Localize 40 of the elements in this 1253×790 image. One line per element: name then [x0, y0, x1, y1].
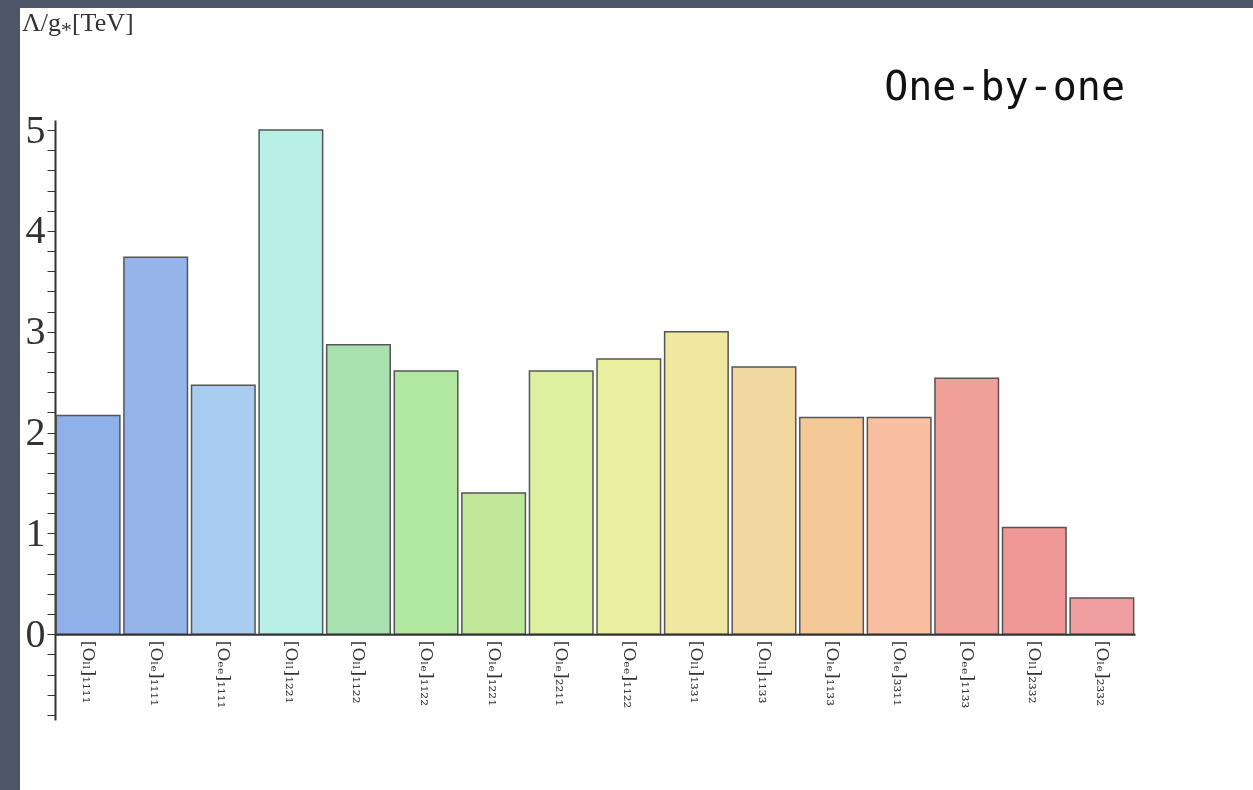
y-tick-label: 3	[25, 308, 46, 354]
x-tick-label: [Oₗₑ]₁₁₃₃	[822, 640, 843, 706]
x-tick-label: [Oₗₑ]₂₂₁₁	[552, 640, 573, 706]
x-tick-label: [Oₗₑ]₁₂₂₁	[484, 640, 505, 706]
bar	[596, 358, 662, 636]
bar	[866, 416, 932, 636]
bar	[1001, 526, 1067, 636]
x-tick-label: [Oₗₗ]₁₃₃₁	[687, 640, 708, 704]
bar	[663, 331, 729, 636]
y-tick-label: 2	[25, 409, 46, 455]
x-tick-label: [Oₗₗ]₁₂₂₁	[281, 640, 302, 704]
bar	[190, 384, 256, 636]
y-tick-label: 5	[25, 106, 46, 152]
x-tick-label: [Oₗₗ]₁₁₁₁	[79, 640, 100, 704]
text: One-by-one	[884, 63, 1125, 109]
x-tick-label: [Oₗₗ]₂₃₃₂	[1025, 640, 1046, 704]
x-tick-label: [Oₗₗ]₁₁₂₂	[349, 640, 370, 704]
x-tick-label: [Oₑₑ]₁₁₃₃	[957, 640, 978, 709]
bar	[461, 492, 527, 636]
bar	[731, 366, 797, 636]
bar	[55, 414, 121, 636]
y-tick-label: 0	[25, 610, 46, 656]
bar	[1069, 597, 1135, 636]
x-tick-label: [Oₑₑ]₁₁₂₂	[619, 640, 640, 709]
bar	[258, 129, 324, 636]
bar	[528, 370, 594, 636]
x-tick-label: [Oₑₑ]₁₁₁₁	[214, 640, 235, 709]
x-tick-label: [Oₗₑ]₂₃₃₂	[1092, 640, 1113, 706]
y-tick-label: 1	[25, 509, 46, 555]
bar	[123, 256, 189, 636]
x-tick-label: [Oₗₑ]₁₁₁₁	[146, 640, 167, 706]
bar	[799, 416, 865, 636]
bar	[325, 344, 391, 636]
y-axis-title: Λ/g$_{*}$[TeV]	[22, 8, 134, 44]
bar	[934, 377, 1000, 636]
bar	[393, 370, 459, 636]
x-tick-label: [Oₗₗ]₁₁₃₃	[754, 640, 775, 704]
y-tick-label: 4	[25, 207, 46, 253]
x-tick-label: [Oₗₑ]₁₁₂₂	[417, 640, 438, 706]
x-tick-label: [Oₗₑ]₃₃₁₁	[890, 640, 911, 706]
